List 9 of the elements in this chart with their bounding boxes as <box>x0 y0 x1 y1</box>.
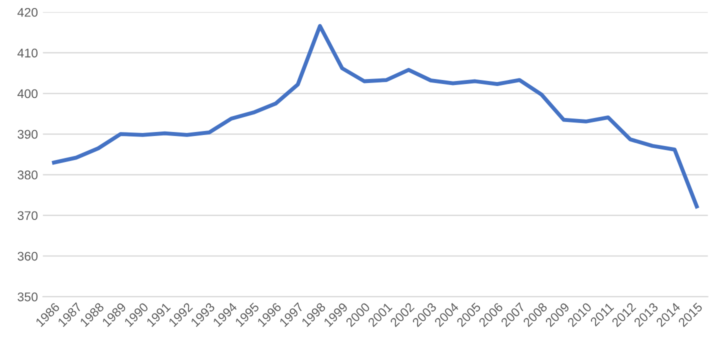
y-tick-label: 420 <box>17 8 38 17</box>
y-tick-label: 350 <box>18 292 38 302</box>
y-tick-label: 380 <box>18 170 38 180</box>
line-series <box>52 24 699 208</box>
y-tick-label: 360 <box>18 252 38 261</box>
y-tick-label: 390 <box>18 130 38 139</box>
y-tick-label: 370 <box>18 211 38 220</box>
y-tick-label: 400 <box>17 89 38 98</box>
y-tick-label: 410 <box>17 48 38 58</box>
